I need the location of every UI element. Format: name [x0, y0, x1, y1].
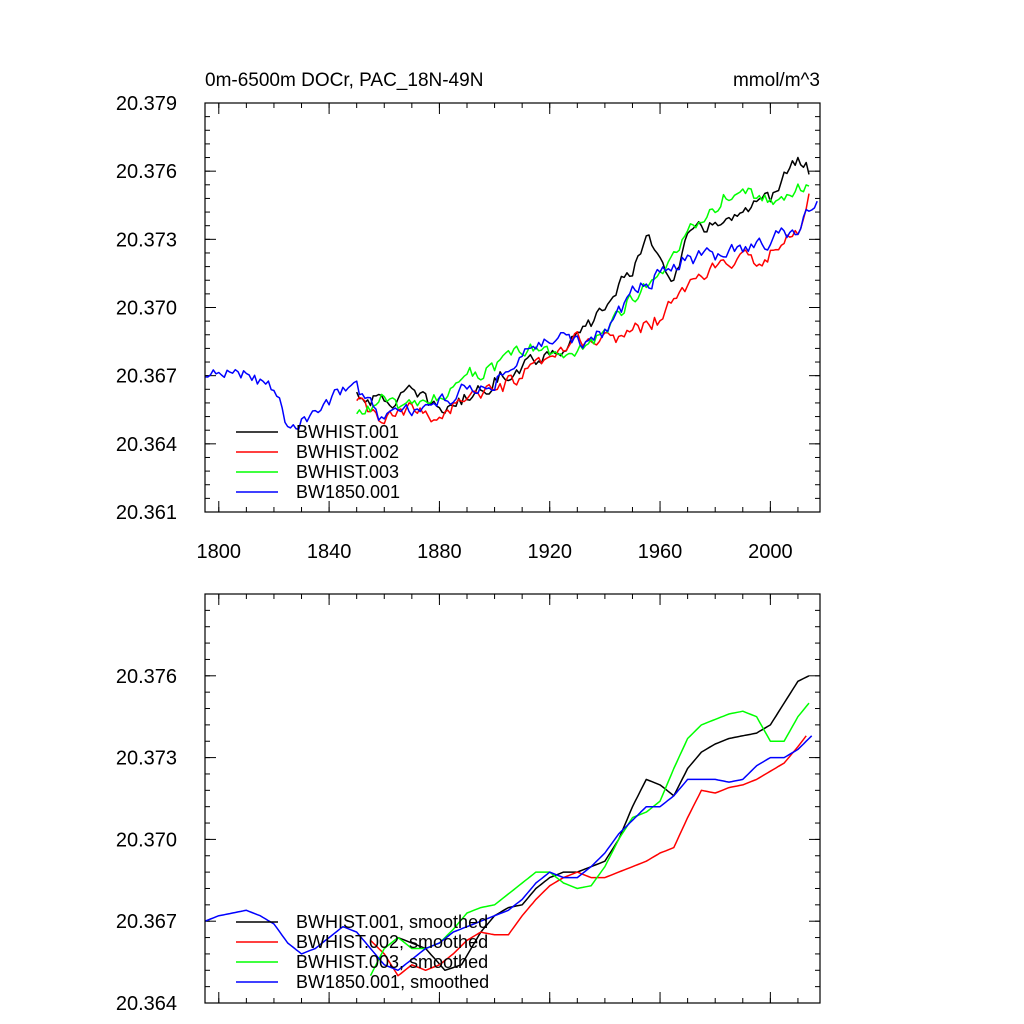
y-tick-label: 20.367 [116, 366, 177, 388]
y-tick-label: 20.370 [116, 298, 177, 320]
series-line-bwhist-001-smoothed [397, 675, 810, 972]
x-tick-label: 1960 [638, 541, 683, 563]
y-tick-label: 20.370 [116, 829, 177, 851]
y-tick-label: 20.361 [116, 502, 177, 524]
y-tick-label: 20.364 [116, 434, 177, 456]
bottom-panel: 20.364 20.367 20.370 20.373 20.376 BWHIST.00… [116, 593, 821, 1015]
series-line-bw1850-001 [205, 200, 818, 430]
series-line-bwhist-002-smoothed [369, 735, 807, 977]
legend-label-bwhist-003: BWHIST.003 [296, 462, 399, 482]
legend-label-bwhist-001-smoothed: BWHIST.001, smoothed [296, 912, 488, 932]
bottom-panel-frame [204, 593, 821, 1004]
x-tick-label: 1880 [417, 541, 462, 563]
legend-label-bwhist-002-smoothed: BWHIST.002, smoothed [296, 932, 488, 952]
y-tick-label: 20.367 [116, 911, 177, 933]
y-tick-label: 20.364 [116, 993, 177, 1015]
legend-label-bw1850-001-smoothed: BW1850.001, smoothed [296, 972, 489, 992]
top-panel-frame [204, 102, 821, 513]
top-panel: 0m-6500m DOCr, PAC_18N-49N mmol/m^3 20.3… [116, 70, 821, 563]
legend-label-bwhist-002: BWHIST.002 [296, 442, 399, 462]
top-panel-axes: 20.361 20.364 20.367 20.370 20.373 20.376 20.3… [116, 93, 820, 563]
top-panel-units: mmol/m^3 [733, 70, 820, 91]
y-tick-label: 20.376 [116, 161, 177, 183]
top-panel-series [205, 156, 818, 430]
x-tick-label: 1800 [197, 541, 242, 563]
series-line-bwhist-002 [356, 193, 810, 425]
y-tick-label: 20.373 [116, 748, 177, 770]
legend-label-bw1850-001: BW1850.001 [296, 482, 400, 502]
legend-label-bwhist-001: BWHIST.001 [296, 422, 399, 442]
y-tick-label: 20.376 [116, 666, 177, 688]
top-panel-title: 0m-6500m DOCr, PAC_18N-49N [205, 70, 483, 91]
y-tick-label: 20.373 [116, 229, 177, 251]
bottom-panel-series [205, 675, 813, 977]
series-line-bw1850-001-smoothed [205, 735, 813, 972]
series-line-bwhist-001 [356, 156, 810, 414]
x-tick-label: 2000 [748, 541, 793, 563]
series-line-bwhist-003 [356, 183, 810, 415]
x-tick-label: 1840 [307, 541, 352, 563]
legend-label-bwhist-003-smoothed: BWHIST.003, smoothed [296, 952, 488, 972]
y-tick-label: 20.379 [116, 93, 177, 115]
x-tick-label: 1920 [527, 541, 572, 563]
